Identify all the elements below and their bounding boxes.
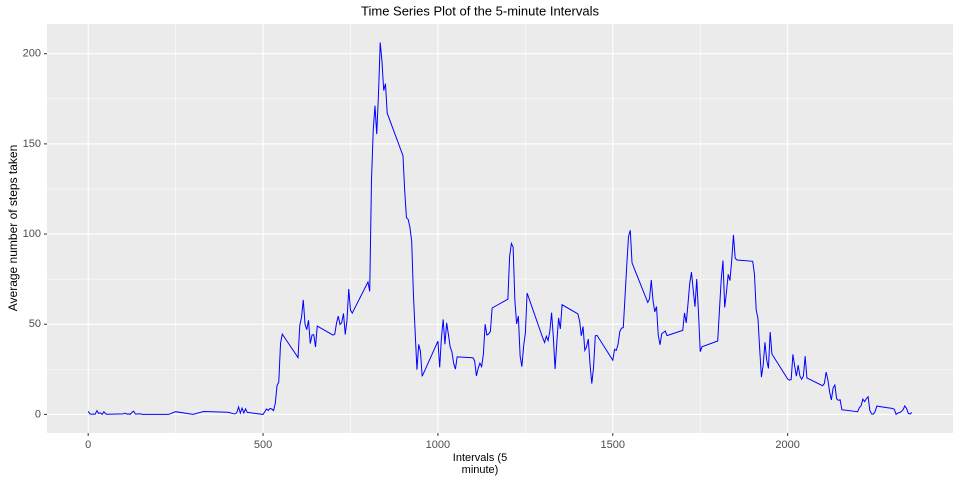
y-tick-label: 200 [23, 48, 41, 60]
x-tick-label: 2000 [775, 439, 799, 451]
panel [47, 24, 953, 433]
y-tick-label: 50 [29, 318, 41, 330]
chart-title: Time Series Plot of the 5-minute Interva… [361, 3, 599, 18]
y-tick-label: 150 [23, 138, 41, 150]
x-tick-label: 0 [85, 439, 91, 451]
x-axis-label: Intervals (5 minute) [452, 452, 508, 476]
y-tick-label: 100 [23, 228, 41, 240]
y-tick-label: 0 [35, 408, 41, 420]
x-tick-label: 1000 [426, 439, 450, 451]
series-line [87, 42, 913, 416]
x-tick-label: 500 [254, 439, 272, 451]
x-tick-label: 1500 [601, 439, 625, 451]
y-axis-label: Average number of steps taken [6, 145, 20, 312]
